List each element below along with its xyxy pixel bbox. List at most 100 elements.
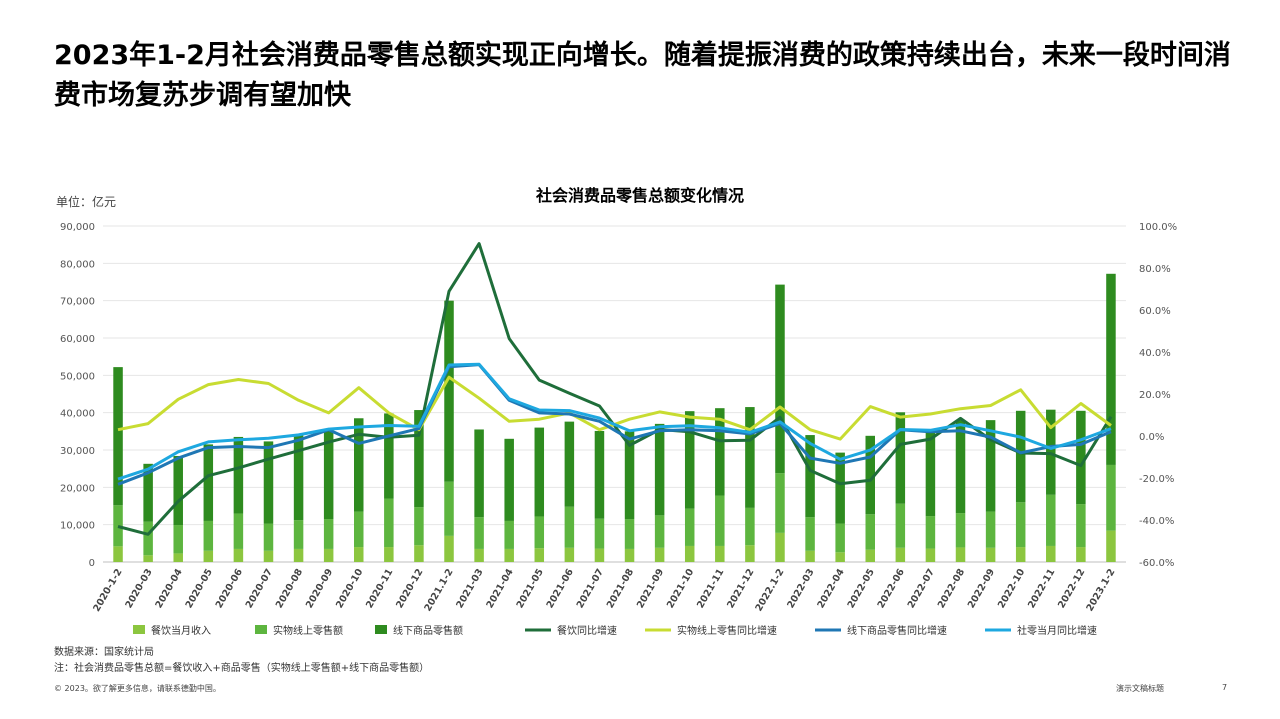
bar-segment <box>173 553 183 562</box>
category-label: 2021-08 <box>605 567 637 611</box>
bar-segment <box>143 463 153 522</box>
bar-segment <box>594 518 605 549</box>
data-source: 数据来源：国家统计局 <box>54 647 154 658</box>
legend-label: 实物线上零售同比增速 <box>677 624 777 637</box>
bar-segment <box>564 506 575 548</box>
bar-segment <box>323 548 334 562</box>
bar-segment <box>805 435 815 518</box>
legend-label: 社零当月同比增速 <box>1017 624 1097 637</box>
bar-segment <box>1076 547 1086 562</box>
unit-label: 单位：亿元 <box>56 194 116 209</box>
bar-segment <box>654 423 665 516</box>
bar-segment <box>323 519 334 549</box>
bar-segment <box>594 430 605 519</box>
bar-segment <box>564 547 575 562</box>
category-label: 2022-05 <box>846 567 877 610</box>
category-label: 2022-09 <box>966 567 997 610</box>
right-tick-label: 60.0% <box>1139 306 1171 317</box>
bar-segment <box>263 441 274 524</box>
bar-segment <box>1106 464 1116 531</box>
left-tick-label: 50,000 <box>60 371 95 382</box>
bar-segment <box>684 545 695 562</box>
series-line <box>117 362 1112 481</box>
footnote: 注：社会消费品零售总额=餐饮收入+商品零售（实物线上零售额+线下商品零售额） <box>54 663 430 674</box>
bar-segment <box>1046 545 1056 562</box>
bar-segment <box>414 410 424 508</box>
legend: 餐饮当月收入 实物线上零售额 线下商品零售额 餐饮同比增速 实物线上零售同比增速 线下商品… <box>133 624 1097 637</box>
category-label: 2021-05 <box>515 567 546 610</box>
bar-segment <box>233 513 244 549</box>
category-label: 2022-04 <box>815 567 847 611</box>
bar-segment <box>474 429 484 518</box>
category-label: 2021-04 <box>484 567 516 611</box>
bar-segment <box>745 545 755 562</box>
bar-segment <box>955 513 966 548</box>
bar-segment <box>925 430 936 517</box>
series-line <box>117 363 1112 486</box>
stacked-bars <box>113 273 1116 562</box>
bar-segment <box>925 548 936 562</box>
bar-segment <box>985 547 996 562</box>
left-tick-label: 80,000 <box>60 259 95 270</box>
category-label: 2020-1-2 <box>91 567 124 614</box>
category-label: 2022-06 <box>876 567 908 611</box>
gridlines <box>103 225 1126 563</box>
bar-segment <box>1015 502 1026 548</box>
bar-segment <box>504 438 514 521</box>
bar-segment <box>775 284 785 474</box>
chart-title: 社会消费品零售总额变化情况 <box>535 186 744 205</box>
legend-label: 线下商品零售额 <box>393 624 463 637</box>
category-label: 2022-07 <box>906 567 937 610</box>
legend-label: 餐饮当月收入 <box>151 624 211 637</box>
category-label: 2022-11 <box>1026 567 1057 610</box>
bar-segment <box>654 547 665 562</box>
bar-segment <box>263 550 274 562</box>
bar-segment <box>113 546 123 562</box>
bar-segment <box>233 436 244 514</box>
bar-segment <box>113 505 123 547</box>
bar-segment <box>1015 410 1026 503</box>
legend-label: 实物线上零售额 <box>273 624 343 637</box>
bar-segment <box>293 434 304 521</box>
bar-segment <box>444 300 454 482</box>
category-label: 2021-12 <box>725 567 756 610</box>
bar-segment <box>865 549 875 562</box>
legend-label: 线下商品零售同比增速 <box>847 624 947 637</box>
category-label: 2021-10 <box>665 567 697 611</box>
bar-segment <box>745 507 755 546</box>
legend-label: 餐饮同比增速 <box>557 624 617 637</box>
category-label: 2020-06 <box>214 567 246 611</box>
right-tick-label: 40.0% <box>1139 348 1171 359</box>
bar-segment <box>805 550 815 562</box>
bar-segment <box>654 515 665 548</box>
copyright: © 2023。欲了解更多信息，请联系德勤中国。 <box>54 684 221 693</box>
bar-segment <box>1106 530 1116 562</box>
bar-segment <box>624 431 635 520</box>
bar-segment <box>444 481 454 536</box>
left-tick-label: 70,000 <box>60 297 95 308</box>
bar-segment <box>1106 273 1116 465</box>
bar-segment <box>985 511 996 548</box>
bar-segment <box>293 548 304 562</box>
bar-segment <box>354 547 364 562</box>
right-tick-label: 80.0% <box>1139 264 1171 275</box>
legend-swatch <box>375 625 387 634</box>
bar-segment <box>985 420 996 512</box>
bar-segment <box>474 548 484 562</box>
bar-segment <box>173 455 183 526</box>
slide-headline: 2023年1-2月社会消费品零售总额实现正向增长。随着提振消费的政策持续出台，未… <box>54 40 1231 111</box>
left-tick-label: 40,000 <box>60 409 95 420</box>
bar-segment <box>715 495 725 546</box>
bar-segment <box>384 547 394 562</box>
bar-segment <box>474 517 484 549</box>
right-tick-label: -60.0% <box>1139 558 1174 569</box>
bar-segment <box>113 367 123 506</box>
right-tick-label: -40.0% <box>1139 516 1174 527</box>
category-label: 2022-03 <box>785 567 816 610</box>
legend-swatch <box>133 625 145 634</box>
left-tick-label: 90,000 <box>60 222 95 233</box>
left-tick-label: 60,000 <box>60 334 95 345</box>
category-label: 2021.1-2 <box>422 567 455 613</box>
bar-segment <box>835 452 845 524</box>
right-tick-label: -20.0% <box>1139 474 1174 485</box>
